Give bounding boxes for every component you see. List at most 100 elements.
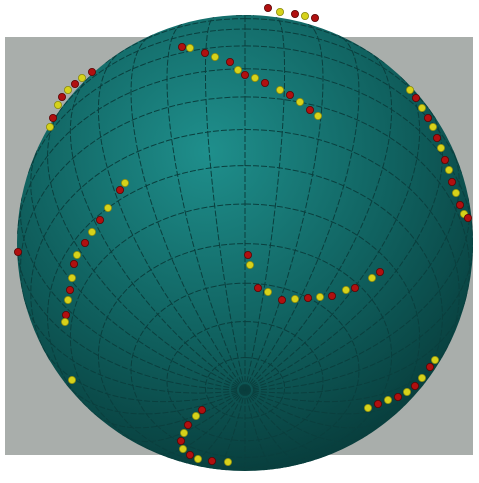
marker-dot	[245, 260, 254, 269]
marker-dot	[116, 185, 125, 194]
marker-dot	[327, 291, 336, 300]
grid-line	[22, 295, 246, 394]
grid-line	[105, 18, 246, 64]
grid-line	[40, 344, 246, 403]
marker-dot	[290, 9, 299, 18]
grid-line	[204, 357, 286, 419]
marker-dot	[49, 114, 58, 123]
marker-dot	[447, 177, 456, 186]
grid-line	[244, 389, 334, 455]
grid-line	[184, 389, 246, 464]
marker-dot	[303, 293, 312, 302]
marker-dot	[432, 133, 441, 142]
marker-dot	[243, 250, 252, 259]
marker-dot	[285, 91, 294, 100]
marker-dot	[66, 285, 75, 294]
grid-line	[244, 23, 324, 391]
marker-dot	[263, 287, 272, 296]
marker-dot	[430, 355, 439, 364]
grid-line	[27, 45, 246, 174]
grid-line	[244, 96, 471, 305]
marker-dot	[104, 203, 113, 212]
marker-dot	[411, 94, 420, 103]
grid-line	[97, 243, 393, 469]
marker-dot	[440, 155, 449, 164]
marker-dot	[185, 450, 194, 459]
grid-line	[121, 389, 246, 443]
grid-line	[130, 282, 360, 459]
marker-dot	[363, 403, 372, 412]
grid-line	[244, 382, 426, 415]
grid-line	[69, 203, 246, 471]
marker-dot	[444, 165, 453, 174]
grid-line	[166, 321, 324, 442]
marker-dot	[295, 98, 304, 107]
marker-dot	[207, 456, 216, 465]
marker-dot	[13, 247, 22, 256]
marker-dot	[240, 71, 249, 80]
marker-dot	[185, 44, 194, 53]
grid-line	[244, 389, 275, 470]
marker-dot	[253, 283, 262, 292]
marker-dot	[275, 7, 284, 16]
marker-dot	[177, 43, 186, 52]
marker-dot	[425, 362, 434, 371]
marker-dot	[178, 444, 187, 453]
grid-line	[244, 147, 460, 391]
grid-line	[244, 242, 473, 391]
grid-line	[244, 389, 369, 443]
marker-dot	[96, 215, 105, 224]
grid-line	[244, 389, 306, 464]
marker-dot	[417, 104, 426, 113]
marker-dot	[58, 93, 67, 102]
grid-line	[93, 389, 246, 429]
marker-dot	[310, 13, 319, 22]
marker-dot	[64, 295, 73, 304]
grid-line	[156, 389, 246, 455]
marker-dot	[373, 399, 382, 408]
marker-dot	[200, 49, 209, 58]
marker-dot	[428, 123, 437, 132]
marker-dot	[260, 79, 269, 88]
marker-dot	[305, 106, 314, 115]
marker-dot	[233, 66, 242, 75]
marker-dot	[88, 68, 97, 77]
marker-dot	[223, 457, 232, 466]
marker-dot	[62, 310, 71, 319]
marker-dot	[210, 53, 219, 62]
marker-dot	[250, 74, 259, 83]
grid-line	[244, 76, 421, 391]
grid-line	[204, 16, 246, 391]
marker-dot	[54, 101, 63, 110]
marker-dot	[313, 112, 322, 121]
marker-dot	[315, 292, 324, 301]
marker-dot	[275, 86, 284, 95]
marker-dot	[121, 178, 130, 187]
marker-dot	[197, 405, 206, 414]
marker-dot	[375, 267, 384, 276]
marker-dot	[68, 375, 77, 384]
marker-dot	[176, 436, 185, 445]
marker-dot	[70, 259, 79, 268]
marker-dot	[88, 227, 97, 236]
marker-dot	[81, 238, 90, 247]
marker-dot	[179, 428, 188, 437]
grid-line	[244, 129, 460, 361]
marker-dot	[436, 143, 445, 152]
marker-dot	[455, 200, 464, 209]
marker-dot	[402, 387, 411, 396]
markers	[13, 4, 472, 466]
marker-dot	[193, 454, 202, 463]
grid-line	[130, 34, 246, 391]
marker-dot	[64, 86, 73, 95]
marker-dot	[71, 80, 80, 89]
marker-dot	[383, 395, 392, 404]
grid-line	[244, 16, 286, 391]
marker-dot	[290, 294, 299, 303]
marker-dot	[46, 123, 55, 132]
marker-dot	[410, 381, 419, 390]
marker-dot	[300, 11, 309, 20]
grid-line	[46, 165, 246, 418]
grid-line	[69, 76, 246, 391]
